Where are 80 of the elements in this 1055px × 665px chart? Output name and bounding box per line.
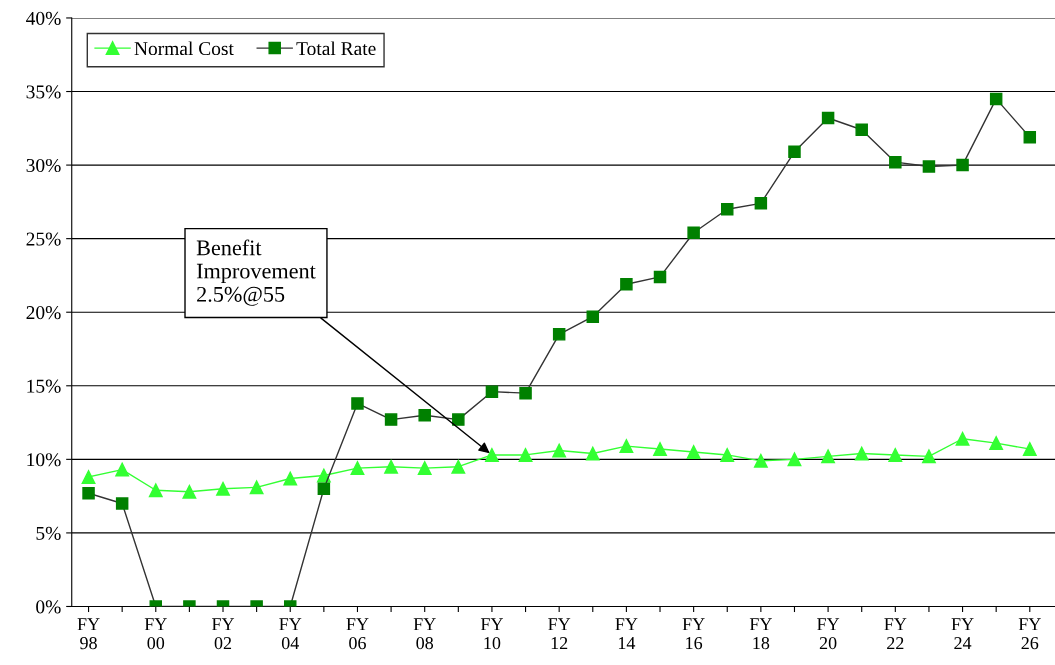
point <box>552 328 566 341</box>
point <box>619 439 634 454</box>
x-tick-label: FY 16 <box>682 618 705 650</box>
point <box>115 497 129 510</box>
point <box>485 385 499 398</box>
point <box>787 452 802 467</box>
point <box>384 413 398 426</box>
point <box>452 413 465 426</box>
point <box>552 443 567 458</box>
y-tick-label: 10% <box>27 453 61 467</box>
point <box>518 447 533 462</box>
point <box>821 111 835 125</box>
point <box>955 431 970 446</box>
x-tick-label: FY 14 <box>615 618 638 649</box>
point <box>753 453 768 468</box>
point <box>687 226 700 240</box>
point <box>1023 130 1037 144</box>
point <box>921 449 936 464</box>
point <box>620 278 633 291</box>
point <box>922 160 936 173</box>
point <box>686 445 701 459</box>
point <box>585 446 600 461</box>
x-tick-label: FY 98 <box>77 618 100 650</box>
x-tick-label: FY 18 <box>749 618 772 650</box>
x-tick-label: FY 02 <box>211 618 235 650</box>
point <box>956 158 969 172</box>
y-tick-label: 20% <box>26 306 61 320</box>
point <box>889 155 902 169</box>
x-tick-label: FY 24 <box>951 618 974 649</box>
point <box>855 123 868 137</box>
point <box>754 197 768 210</box>
point <box>182 484 197 499</box>
y-tick-label: 35% <box>26 85 61 99</box>
x-tick-label: FY 04 <box>279 618 302 650</box>
point <box>989 436 1004 451</box>
point <box>148 483 163 498</box>
point <box>586 310 600 323</box>
y-tick-label: 30% <box>26 158 61 173</box>
point <box>81 470 96 484</box>
y-tick-label: 5% <box>36 526 61 540</box>
point <box>82 486 95 500</box>
point <box>989 92 1003 106</box>
point <box>720 447 735 462</box>
point <box>519 386 532 400</box>
point <box>351 397 364 410</box>
point <box>821 449 836 464</box>
point <box>788 145 801 159</box>
x-tick-label: FY 06 <box>346 618 369 650</box>
point <box>451 459 466 474</box>
point <box>1022 442 1037 456</box>
y-tick-label: 15% <box>27 379 61 393</box>
legend-label: Normal Cost <box>134 41 234 56</box>
point <box>854 446 869 461</box>
y-tick-label: 0% <box>36 600 61 614</box>
point <box>317 482 331 496</box>
point <box>720 202 734 216</box>
point <box>115 462 130 477</box>
x-tick-label: FY 08 <box>413 618 436 650</box>
point <box>283 471 298 486</box>
legend-label: Total Rate <box>296 41 376 56</box>
point <box>484 447 499 462</box>
point <box>417 461 432 476</box>
y-tick-label: 40% <box>26 11 61 25</box>
x-tick-label: FY 22 <box>884 618 907 649</box>
x-tick-label: FY 10 <box>480 618 504 650</box>
point <box>653 270 667 284</box>
point <box>888 447 903 462</box>
point <box>653 442 667 456</box>
annotation: Benefit Improvement 2.5%@55 <box>196 239 316 306</box>
point <box>249 480 264 495</box>
x-tick-label: FY 12 <box>548 618 571 649</box>
point <box>418 408 431 422</box>
x-tick-label: FY 26 <box>1018 618 1041 650</box>
x-tick-label: FY 00 <box>144 618 167 650</box>
point <box>216 481 230 496</box>
point <box>350 461 365 476</box>
point <box>384 459 399 474</box>
y-tick-label: 25% <box>26 232 61 246</box>
point <box>316 468 331 483</box>
x-tick-label: FY 20 <box>817 618 840 650</box>
